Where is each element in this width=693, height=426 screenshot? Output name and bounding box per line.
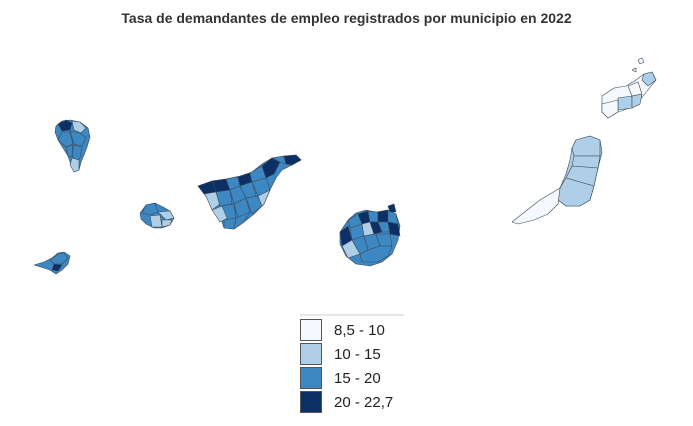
island-la-gomera[interactable] [139, 202, 175, 229]
legend-label: 10 - 15 [334, 345, 381, 363]
legend-label: 20 - 22,7 [334, 393, 394, 411]
legend-label: 15 - 20 [334, 369, 381, 387]
legend-item: 10 - 15 [300, 342, 404, 366]
island-fuerteventura[interactable] [511, 135, 603, 225]
legend-item: 20 - 22,7 [300, 390, 404, 414]
legend-label: 8,5 - 10 [334, 321, 385, 339]
legend-swatch [300, 319, 322, 341]
legend-item: 15 - 20 [300, 366, 404, 390]
island-la-palma[interactable] [54, 119, 91, 173]
island-gran-canaria[interactable] [339, 203, 401, 267]
island-el-hierro[interactable] [33, 251, 71, 275]
legend-swatch [300, 391, 322, 413]
map-legend: 8,5 - 10 10 - 15 15 - 20 20 - 22,7 [300, 314, 404, 414]
island-tenerife[interactable] [197, 154, 302, 230]
legend-item: 8,5 - 10 [300, 318, 404, 342]
map-title: Tasa de demandantes de empleo registrado… [121, 10, 572, 26]
island-lanzarote[interactable] [601, 57, 657, 119]
legend-swatch [300, 367, 322, 389]
legend-swatch [300, 343, 322, 365]
